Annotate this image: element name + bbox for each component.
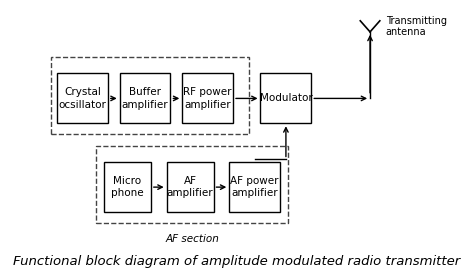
Text: Functional block diagram of amplitude modulated radio transmitter: Functional block diagram of amplitude mo… [13, 255, 461, 267]
Text: AF section: AF section [165, 234, 219, 244]
Bar [229, 162, 280, 212]
Text: Transmitting
antenna: Transmitting antenna [386, 15, 447, 37]
Bar [119, 73, 171, 123]
Text: AF power
amplifier: AF power amplifier [230, 176, 279, 198]
Bar [166, 162, 213, 212]
Bar [261, 73, 311, 123]
Bar [182, 73, 233, 123]
Text: RF power
amplifier: RF power amplifier [183, 87, 232, 109]
Text: AF
amplifier: AF amplifier [167, 176, 213, 198]
Text: Modulator: Modulator [260, 94, 312, 103]
Bar [57, 73, 108, 123]
Text: Micro
phone: Micro phone [111, 176, 144, 198]
Text: Crystal
ocsillator: Crystal ocsillator [58, 87, 106, 109]
Bar [104, 162, 151, 212]
Text: Buffer
amplifier: Buffer amplifier [122, 87, 168, 109]
Bar [96, 146, 288, 223]
Bar [51, 57, 249, 134]
